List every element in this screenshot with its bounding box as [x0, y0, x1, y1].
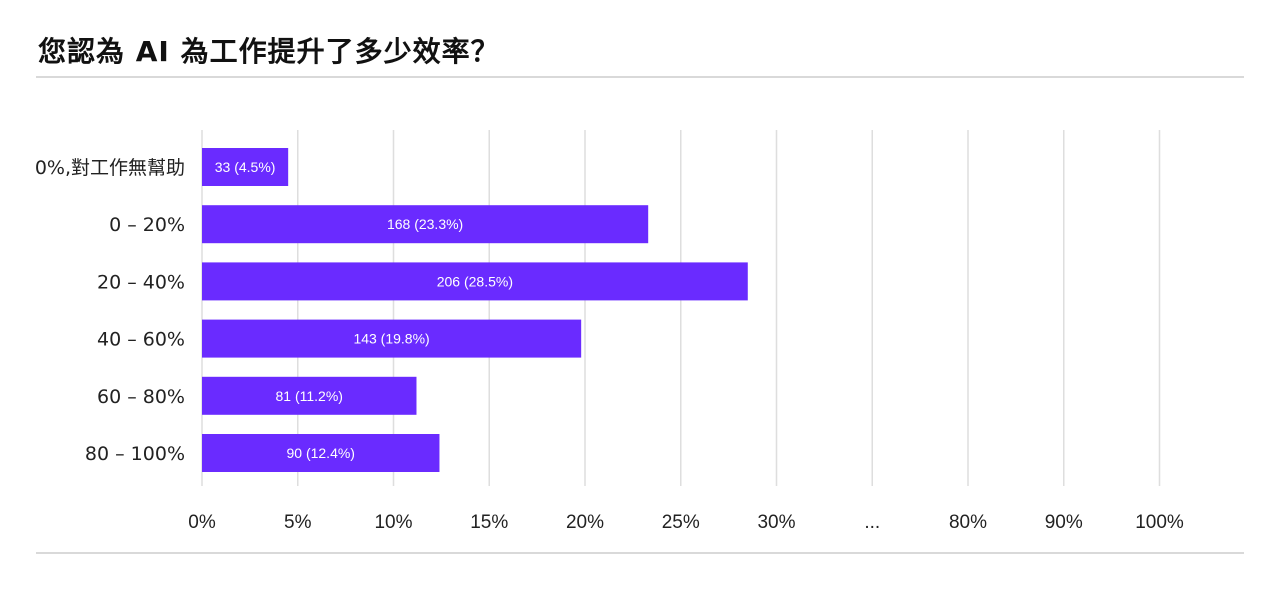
data-label: 206 (28.5%) — [437, 273, 513, 289]
x-tick-label: 10% — [374, 512, 412, 533]
bar — [202, 262, 748, 301]
category-label: 60 – 80% — [97, 386, 185, 408]
bar — [202, 148, 289, 186]
title-divider — [36, 76, 1244, 78]
x-tick-label: 80% — [949, 512, 987, 533]
data-label: 168 (23.3%) — [387, 216, 463, 232]
category-label: 80 – 100% — [85, 443, 185, 465]
x-tick-label: 30% — [757, 512, 795, 533]
footer-divider — [36, 552, 1244, 554]
x-tick-label: ... — [864, 512, 880, 533]
x-tick-label: 100% — [1135, 512, 1184, 533]
category-label: 40 – 60% — [97, 329, 185, 351]
category-label: 0 – 20% — [109, 214, 185, 236]
x-tick-label: 15% — [470, 512, 508, 533]
data-label: 90 (12.4%) — [286, 445, 354, 461]
data-label: 143 (19.8%) — [353, 331, 429, 347]
x-tick-label: 0% — [188, 512, 216, 533]
data-label: 81 (11.2%) — [276, 388, 343, 404]
category-label: 20 – 40% — [97, 271, 185, 293]
x-tick-label: 5% — [284, 512, 312, 533]
bar — [202, 205, 649, 244]
bar — [202, 319, 582, 358]
x-tick-label: 90% — [1045, 512, 1083, 533]
category-label: 0%,對工作無幫助 — [35, 157, 185, 179]
data-label: 33 (4.5%) — [215, 159, 276, 175]
bar — [202, 376, 417, 415]
x-tick-label: 20% — [566, 512, 604, 533]
x-tick-label: 25% — [662, 512, 700, 533]
bar — [202, 434, 440, 472]
chart-title: 您認為 AI 為工作提升了多少效率？ — [38, 35, 500, 68]
